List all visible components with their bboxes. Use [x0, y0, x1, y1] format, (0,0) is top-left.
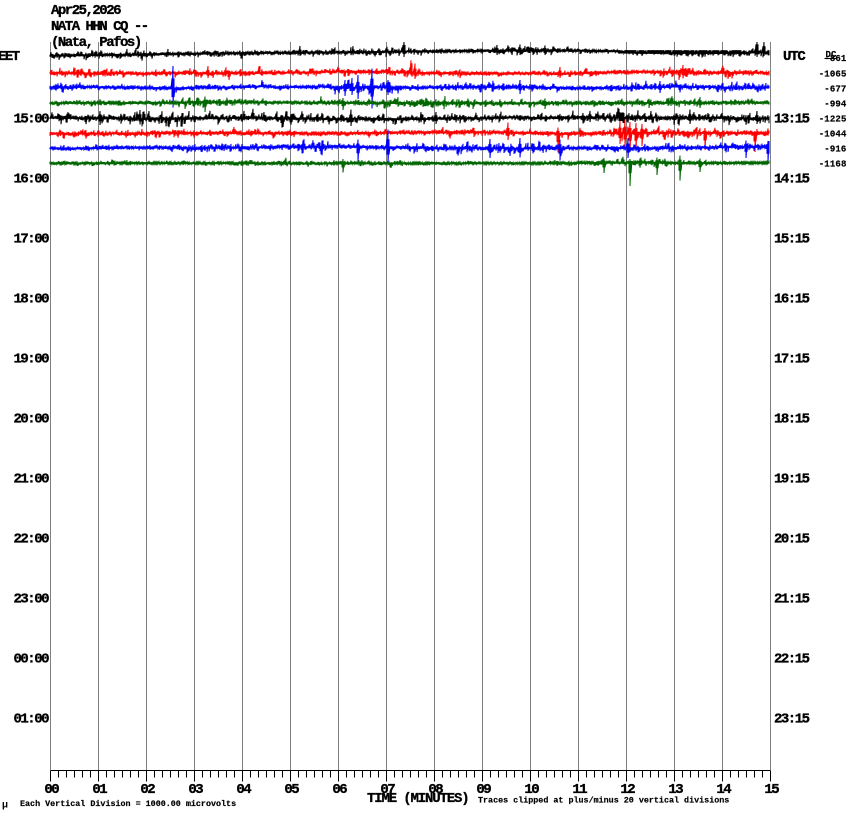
svg-text:11: 11	[572, 782, 587, 798]
svg-text:TIME (MINUTES): TIME (MINUTES)	[367, 791, 469, 807]
svg-text:19:15: 19:15	[774, 472, 810, 488]
svg-text:00:00: 00:00	[13, 652, 49, 668]
svg-text:15:15: 15:15	[774, 232, 810, 248]
svg-text:16:00: 16:00	[13, 172, 49, 188]
svg-text:-1168: -1168	[819, 160, 847, 170]
svg-text:00: 00	[44, 782, 59, 798]
svg-text:-1044: -1044	[819, 130, 847, 140]
svg-text:17:15: 17:15	[774, 352, 810, 368]
svg-text:22:15: 22:15	[774, 652, 810, 668]
svg-text:08: 08	[428, 782, 443, 798]
svg-text:(Nata, Pafos): (Nata, Pafos)	[51, 35, 141, 51]
svg-text:18:15: 18:15	[774, 412, 810, 428]
svg-text:Each Vertical Division = 1000.: Each Vertical Division = 1000.00 microvo…	[20, 799, 236, 809]
svg-text:03: 03	[188, 782, 203, 798]
svg-text:01: 01	[92, 782, 107, 798]
svg-text:14:15: 14:15	[774, 172, 810, 188]
svg-text:23:00: 23:00	[13, 592, 49, 608]
svg-text:-1065: -1065	[819, 70, 847, 80]
svg-text:Traces clipped at plus/minus 2: Traces clipped at plus/minus 20 vertical…	[478, 796, 729, 806]
svg-text:15:00: 15:00	[13, 112, 49, 128]
svg-text:07: 07	[380, 782, 395, 798]
svg-text:-1225: -1225	[819, 115, 847, 125]
svg-text:NATA HHN CQ --: NATA HHN CQ --	[51, 19, 148, 35]
svg-text:05: 05	[284, 782, 299, 798]
svg-text:21:00: 21:00	[13, 472, 49, 488]
svg-text:Apr25,2026: Apr25,2026	[51, 3, 121, 19]
svg-text:02: 02	[140, 782, 155, 798]
svg-text:-994: -994	[824, 100, 847, 110]
svg-text:23:15: 23:15	[774, 712, 810, 728]
svg-text:13: 13	[668, 782, 683, 798]
svg-text:06: 06	[332, 782, 347, 798]
svg-text:µ: µ	[2, 801, 8, 812]
svg-text:01:00: 01:00	[13, 712, 49, 728]
svg-text:12: 12	[620, 782, 635, 798]
svg-text:20:15: 20:15	[774, 532, 810, 548]
svg-text:EET: EET	[0, 49, 20, 65]
svg-text:UTC: UTC	[783, 49, 806, 65]
svg-text:16:15: 16:15	[774, 292, 810, 308]
svg-text:19:00: 19:00	[13, 352, 49, 368]
svg-text:17:00: 17:00	[13, 232, 49, 248]
svg-text:14: 14	[716, 782, 731, 798]
svg-text:-677: -677	[824, 85, 846, 95]
svg-text:10: 10	[524, 782, 539, 798]
svg-text:18:00: 18:00	[13, 292, 49, 308]
svg-text:21:15: 21:15	[774, 592, 810, 608]
svg-text:20:00: 20:00	[13, 412, 49, 428]
svg-text:22:00: 22:00	[13, 532, 49, 548]
svg-text:-916: -916	[824, 145, 846, 155]
svg-text:15: 15	[764, 782, 779, 798]
svg-text:13:15: 13:15	[774, 112, 810, 128]
svg-text:09: 09	[476, 782, 491, 798]
svg-text:04: 04	[236, 782, 251, 798]
svg-text:DC: DC	[825, 50, 837, 60]
